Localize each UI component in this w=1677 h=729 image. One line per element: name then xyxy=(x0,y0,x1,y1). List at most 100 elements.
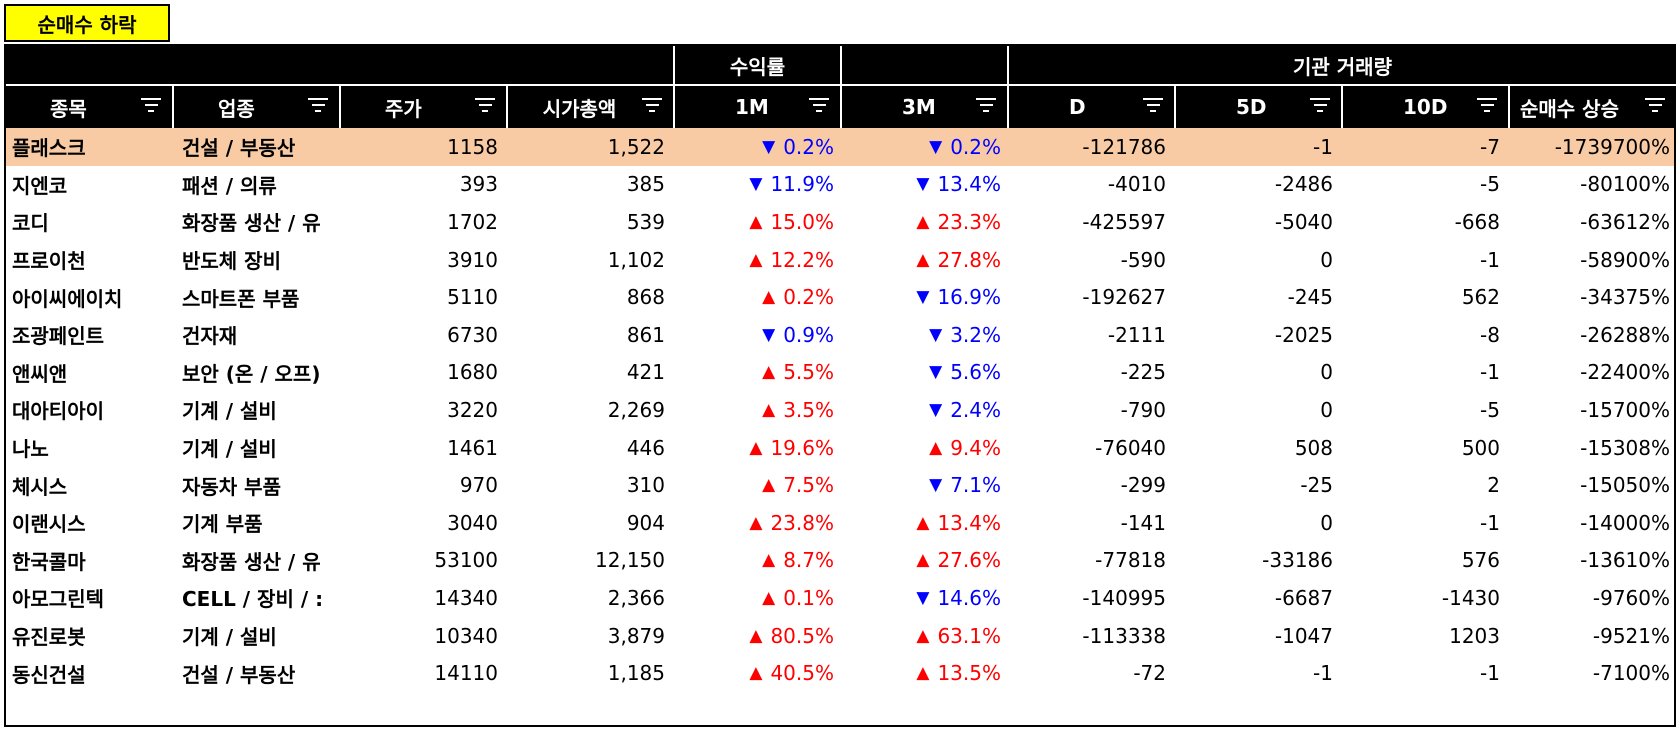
triangle-up-icon: ▲ xyxy=(916,550,930,571)
return-value: 27.6% xyxy=(937,548,1001,573)
market-cap: 868 xyxy=(626,285,665,310)
net-buy-change: -15050% xyxy=(1580,473,1670,498)
return-1m: ▲ 8.7% xyxy=(675,542,842,580)
stock-name: 나노 xyxy=(12,437,49,462)
header-net-buy[interactable]: 순매수 상승 xyxy=(1510,86,1676,128)
market-cap: 2,269 xyxy=(607,397,665,422)
table-row[interactable]: 이랜시스 기계 부품 3040 904 ▲ 23.8% ▲ 13.4% -141 0 -1 -1400… xyxy=(6,504,1674,542)
inst-volume-10d: 500 xyxy=(1461,435,1500,460)
return-3m: ▼ 2.4% xyxy=(842,391,1009,429)
stock-price: 1702 xyxy=(447,209,498,234)
inst-volume-10d: -8 xyxy=(1480,322,1500,347)
net-buy-change: -34375% xyxy=(1580,285,1670,310)
header-d[interactable]: D xyxy=(1009,86,1176,128)
table-row[interactable]: 대아티아이 기계 / 설비 3220 2,269 ▲ 3.5% ▼ 2.4% -790 0 -5 -1… xyxy=(6,391,1674,429)
triangle-up-icon: ▲ xyxy=(762,550,776,571)
triangle-down-icon: ▼ xyxy=(929,475,943,496)
market-cap: 1,185 xyxy=(607,661,665,686)
header-5d[interactable]: 5D xyxy=(1176,86,1343,128)
return-1m: ▲ 19.6% xyxy=(675,429,842,467)
triangle-up-icon: ▲ xyxy=(749,512,763,533)
table-row[interactable]: 나노 기계 / 설비 1461 446 ▲ 19.6% ▲ 9.4% -76040 508 500 -… xyxy=(6,429,1674,467)
table-row[interactable]: 동신건설 건설 / 부동산 14110 1,185 ▲ 40.5% ▲ 13.5% -72 -1 -… xyxy=(6,654,1674,692)
stock-price: 10340 xyxy=(434,623,498,648)
header-3m[interactable]: 3M xyxy=(842,86,1009,128)
stock-name: 유진로봇 xyxy=(12,625,86,650)
stock-sector: 기계 / 설비 xyxy=(182,625,277,650)
stock-name: 플래스크 xyxy=(12,136,86,161)
triangle-up-icon: ▲ xyxy=(749,249,763,270)
triangle-down-icon: ▼ xyxy=(916,287,930,308)
header-name[interactable]: 종목 xyxy=(6,86,174,128)
inst-volume-d: -76040 xyxy=(1095,435,1166,460)
triangle-up-icon: ▲ xyxy=(762,475,776,496)
inst-volume-d: -121786 xyxy=(1082,134,1166,159)
table-row[interactable]: 아모그린텍 CELL / 장비 / : 14340 2,366 ▲ 0.1% ▼ 14.6% -… xyxy=(6,579,1674,617)
table-row[interactable]: 코디 화장품 생산 / 유 1702 539 ▲ 15.0% ▲ 23.3% -425597 -5… xyxy=(6,203,1674,241)
return-value: 0.2% xyxy=(783,134,834,159)
inst-volume-10d: -1 xyxy=(1480,510,1500,535)
return-3m: ▲ 23.3% xyxy=(842,203,1009,241)
net-buy-change: -58900% xyxy=(1580,247,1670,272)
stock-price: 1461 xyxy=(447,435,498,460)
return-3m: ▲ 9.4% xyxy=(842,429,1009,467)
stock-sector: 건설 / 부동산 xyxy=(182,136,296,161)
inst-volume-10d: -7 xyxy=(1480,134,1500,159)
inst-volume-10d: -5 xyxy=(1480,397,1500,422)
filter-icon[interactable] xyxy=(641,98,663,116)
header-sector[interactable]: 업종 xyxy=(174,86,341,128)
inst-volume-10d: -1 xyxy=(1480,661,1500,686)
inst-volume-5d: -245 xyxy=(1287,285,1333,310)
return-value: 3.5% xyxy=(783,397,834,422)
header-market-cap[interactable]: 시가총액 xyxy=(508,86,675,128)
stock-name: 동신건설 xyxy=(12,662,86,687)
inst-volume-d: -590 xyxy=(1120,247,1166,272)
triangle-up-icon: ▲ xyxy=(749,625,763,646)
table-row[interactable]: 아이씨에이치 스마트폰 부품 5110 868 ▲ 0.2% ▼ 16.9% -192627 -2… xyxy=(6,278,1674,316)
table-row[interactable]: 지엔코 패션 / 의류 393 385 ▼ 11.9% ▼ 13.4% -4010 -2486 -5… xyxy=(6,166,1674,204)
return-3m: ▲ 27.6% xyxy=(842,542,1009,580)
filter-icon[interactable] xyxy=(307,98,329,116)
return-3m: ▲ 13.4% xyxy=(842,504,1009,542)
table-row[interactable]: 프로이천 반도체 장비 3910 1,102 ▲ 12.2% ▲ 27.8% -590 0 -1 -5… xyxy=(6,241,1674,279)
return-value: 13.4% xyxy=(937,510,1001,535)
column-header-row: 종목 업종 주가 시가총액 1M 3M D 5D 10D 순매수 상승 xyxy=(6,86,1676,128)
table-row[interactable]: 한국콜마 화장품 생산 / 유 53100 12,150 ▲ 8.7% ▲ 27.6% -778… xyxy=(6,542,1674,580)
triangle-up-icon: ▲ xyxy=(916,663,930,684)
table-row[interactable]: 유진로봇 기계 / 설비 10340 3,879 ▲ 80.5% ▲ 63.1% -113338… xyxy=(6,617,1674,655)
filter-icon[interactable] xyxy=(140,98,162,116)
table-row[interactable]: 조광페인트 건자재 6730 861 ▼ 0.9% ▼ 3.2% -2111 -2025 -8 -26… xyxy=(6,316,1674,354)
net-buy-change: -13610% xyxy=(1580,548,1670,573)
table-row[interactable]: 앤씨앤 보안 (온 / 오프) 1680 421 ▲ 5.5% ▼ 5.6% -225 0 -1 -2… xyxy=(6,354,1674,392)
triangle-down-icon: ▼ xyxy=(929,136,943,157)
market-cap: 385 xyxy=(626,172,665,197)
triangle-up-icon: ▲ xyxy=(916,625,930,646)
triangle-up-icon: ▲ xyxy=(916,249,930,270)
header-1m[interactable]: 1M xyxy=(675,86,842,128)
inst-volume-5d: -2025 xyxy=(1274,322,1333,347)
table-body: 플래스크 건설 / 부동산 1158 1,522 ▼ 0.2% ▼ 0.2% -121786 -1… xyxy=(6,128,1674,692)
header-10d[interactable]: 10D xyxy=(1343,86,1510,128)
filter-icon[interactable] xyxy=(1142,98,1164,116)
filter-icon[interactable] xyxy=(975,98,997,116)
stock-sector: 반도체 장비 xyxy=(182,249,281,274)
filter-icon[interactable] xyxy=(474,98,496,116)
return-1m: ▲ 7.5% xyxy=(675,466,842,504)
filter-icon[interactable] xyxy=(1309,98,1331,116)
stock-price: 3040 xyxy=(447,510,498,535)
return-1m: ▼ 0.9% xyxy=(675,316,842,354)
filter-icon[interactable] xyxy=(1476,98,1498,116)
stock-sector: 패션 / 의류 xyxy=(182,173,277,198)
header-price[interactable]: 주가 xyxy=(341,86,508,128)
inst-volume-d: -77818 xyxy=(1095,548,1166,573)
table-row[interactable]: 플래스크 건설 / 부동산 1158 1,522 ▼ 0.2% ▼ 0.2% -121786 -1… xyxy=(6,128,1674,166)
filter-icon[interactable] xyxy=(808,98,830,116)
return-value: 7.1% xyxy=(950,473,1001,498)
stock-name: 체시스 xyxy=(12,474,68,499)
table-row[interactable]: 체시스 자동차 부품 970 310 ▲ 7.5% ▼ 7.1% -299 -25 2 -15050% xyxy=(6,466,1674,504)
stock-name: 코디 xyxy=(12,211,49,236)
return-value: 0.1% xyxy=(783,585,834,610)
inst-volume-d: -425597 xyxy=(1082,209,1166,234)
filter-icon[interactable] xyxy=(1644,98,1666,116)
stock-sector: 기계 / 설비 xyxy=(182,399,277,424)
